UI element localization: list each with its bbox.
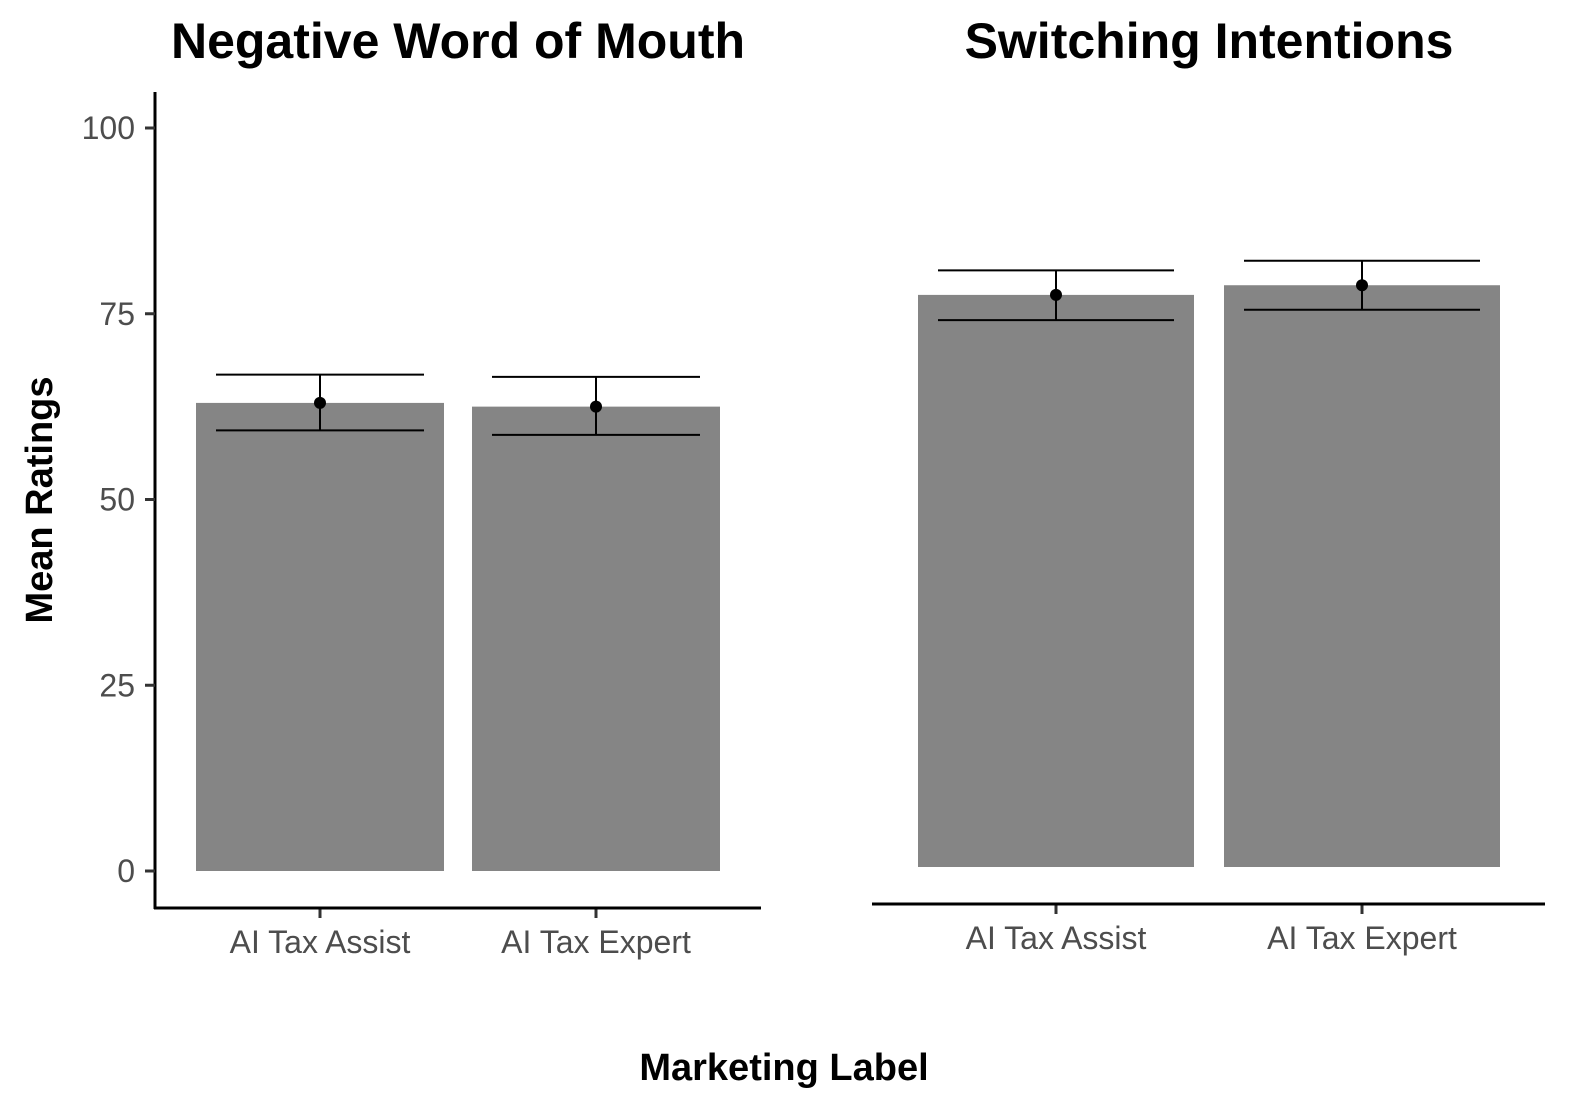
y-tick-label: 25 — [99, 667, 135, 703]
x-axis: AI Tax Assist AI Tax Expert — [154, 906, 761, 960]
y-tick-label: 100 — [82, 110, 135, 146]
y-axis-title: Mean Ratings — [19, 376, 61, 623]
panel-title: Switching Intentions — [965, 13, 1454, 69]
y-tick-label: 50 — [99, 482, 135, 518]
y-axis: 0 25 50 75 100 — [82, 92, 157, 909]
bar-ai-tax-expert — [472, 406, 720, 871]
x-axis-title: Marketing Label — [639, 1047, 928, 1089]
error-bars — [938, 259, 1480, 322]
y-tick-label: 0 — [117, 853, 135, 889]
x-tick-label: AI Tax Expert — [501, 924, 691, 960]
bars — [196, 402, 720, 871]
panel-switching-intentions: Switching Intentions AI Tax Assist AI Tax… — [872, 13, 1545, 956]
x-tick-label: AI Tax Assist — [966, 920, 1147, 956]
x-tick-label: AI Tax Expert — [1267, 920, 1457, 956]
mean-point — [1356, 279, 1368, 292]
bar-ai-tax-expert — [1224, 285, 1500, 868]
bar-ai-tax-assist — [918, 294, 1194, 867]
y-tick-label: 75 — [99, 296, 135, 332]
panel-negative-word-of-mouth: Negative Word of Mouth 0 25 50 75 100 AI Tax… — [82, 13, 761, 960]
error-bars — [216, 373, 700, 436]
mean-point — [590, 400, 602, 413]
bar-ai-tax-assist — [196, 402, 444, 871]
x-axis: AI Tax Assist AI Tax Expert — [872, 902, 1545, 956]
bars — [918, 285, 1500, 868]
mean-point — [1050, 288, 1062, 301]
x-tick-label: AI Tax Assist — [230, 924, 411, 960]
panel-title: Negative Word of Mouth — [171, 13, 745, 69]
mean-point — [314, 396, 326, 409]
